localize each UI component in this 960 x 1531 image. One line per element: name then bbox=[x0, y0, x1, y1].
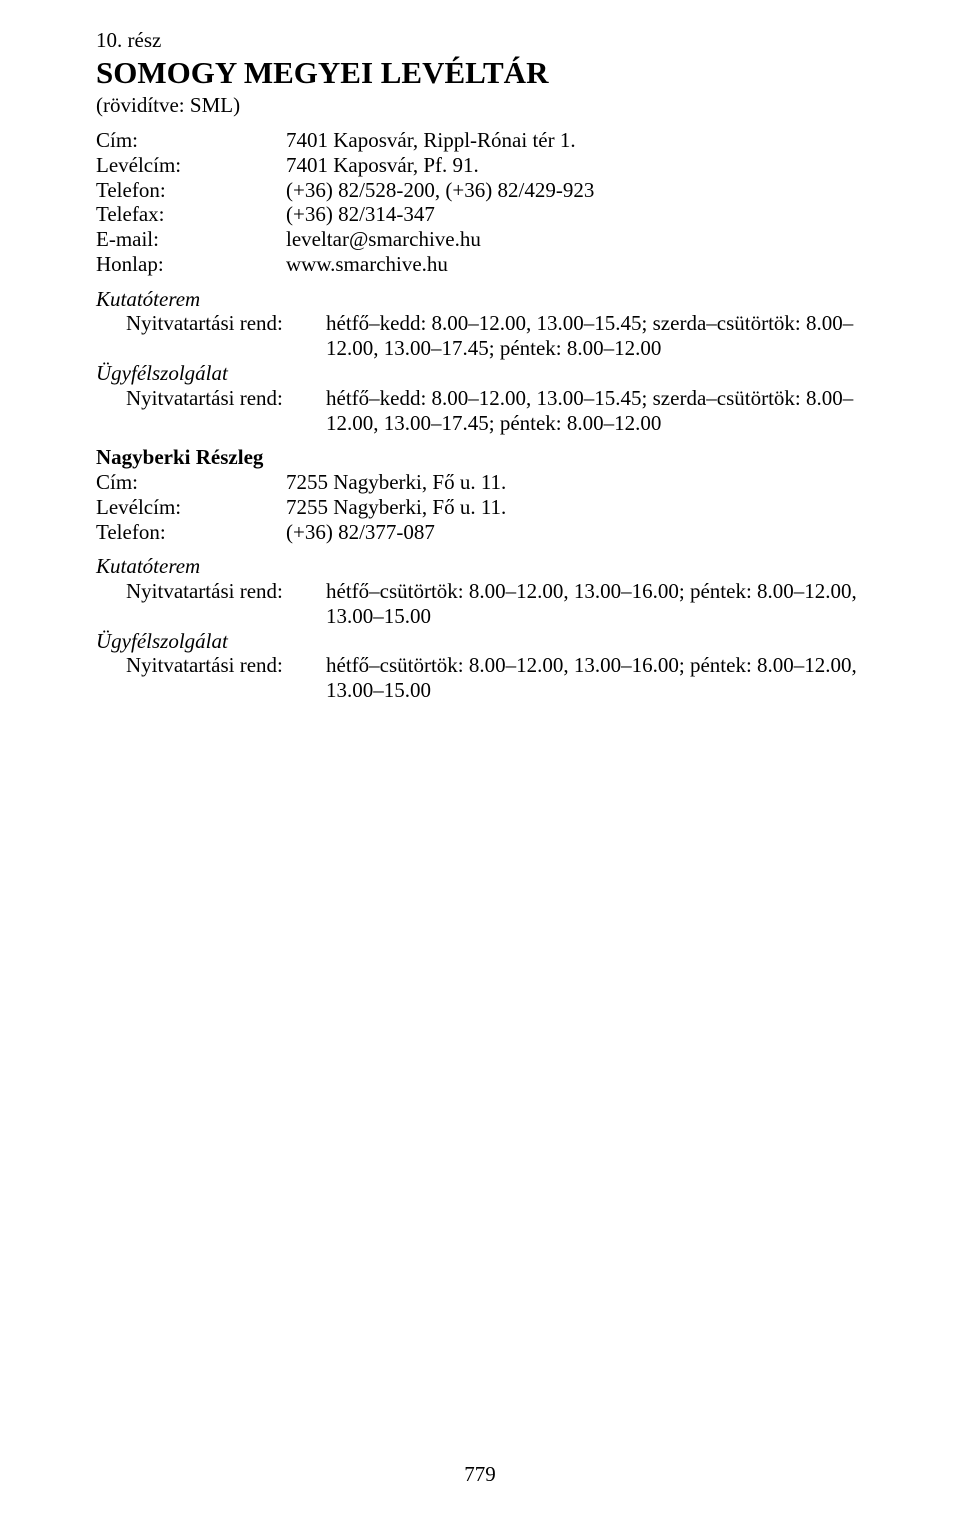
value-telefax: (+36) 82/314-347 bbox=[286, 202, 864, 227]
label-nyitva-1: Nyitvatartási rend: bbox=[126, 311, 326, 336]
label-branch-levelcim: Levélcím: bbox=[96, 495, 286, 520]
document-page: 10. rész SOMOGY MEGYEI LEVÉLTÁR (rövidít… bbox=[0, 0, 960, 1531]
label-telefon: Telefon: bbox=[96, 178, 286, 203]
row-telefax: Telefax: (+36) 82/314-347 bbox=[96, 202, 864, 227]
row-nyitva-4: Nyitvatartási rend: hétfő–csütörtök: 8.0… bbox=[126, 653, 864, 703]
label-branch-telefon: Telefon: bbox=[96, 520, 286, 545]
ugyfel-heading: Ügyfélszolgálat bbox=[96, 361, 864, 386]
row-nyitva-2: Nyitvatartási rend: hétfő–kedd: 8.00–12.… bbox=[126, 386, 864, 436]
value-nyitva-4: hétfő–csütörtök: 8.00–12.00, 13.00–16.00… bbox=[326, 653, 864, 703]
value-branch-levelcim: 7255 Nagyberki, Fő u. 11. bbox=[286, 495, 864, 520]
value-branch-cim: 7255 Nagyberki, Fő u. 11. bbox=[286, 470, 864, 495]
value-telefon: (+36) 82/528-200, (+36) 82/429-923 bbox=[286, 178, 864, 203]
value-cim: 7401 Kaposvár, Rippl-Rónai tér 1. bbox=[286, 128, 864, 153]
value-nyitva-2: hétfő–kedd: 8.00–12.00, 13.00–15.45; sze… bbox=[326, 386, 864, 436]
label-branch-cim: Cím: bbox=[96, 470, 286, 495]
value-nyitva-1: hétfő–kedd: 8.00–12.00, 13.00–15.45; sze… bbox=[326, 311, 864, 361]
org-abbrev: (rövidítve: SML) bbox=[96, 93, 864, 118]
kutatoterem-heading-2: Kutatóterem bbox=[96, 554, 864, 579]
kutatoterem-heading: Kutatóterem bbox=[96, 287, 864, 312]
hours-block-2: Kutatóterem Nyitvatartási rend: hétfő–cs… bbox=[96, 554, 864, 703]
contact-block-main: Cím: 7401 Kaposvár, Rippl-Rónai tér 1. L… bbox=[96, 128, 864, 277]
label-email: E-mail: bbox=[96, 227, 286, 252]
row-honlap: Honlap: www.smarchive.hu bbox=[96, 252, 864, 277]
label-honlap: Honlap: bbox=[96, 252, 286, 277]
label-nyitva-4: Nyitvatartási rend: bbox=[126, 653, 326, 678]
row-email: E-mail: leveltar@smarchive.hu bbox=[96, 227, 864, 252]
label-nyitva-3: Nyitvatartási rend: bbox=[126, 579, 326, 604]
section-number: 10. rész bbox=[96, 28, 864, 53]
ugyfel-heading-2: Ügyfélszolgálat bbox=[96, 629, 864, 654]
row-levelcim: Levélcím: 7401 Kaposvár, Pf. 91. bbox=[96, 153, 864, 178]
row-branch-levelcim: Levélcím: 7255 Nagyberki, Fő u. 11. bbox=[96, 495, 864, 520]
label-levelcim: Levélcím: bbox=[96, 153, 286, 178]
value-branch-telefon: (+36) 82/377-087 bbox=[286, 520, 864, 545]
row-cim: Cím: 7401 Kaposvár, Rippl-Rónai tér 1. bbox=[96, 128, 864, 153]
row-nyitva-1: Nyitvatartási rend: hétfő–kedd: 8.00–12.… bbox=[126, 311, 864, 361]
row-nyitva-3: Nyitvatartási rend: hétfő–csütörtök: 8.0… bbox=[126, 579, 864, 629]
branch-title: Nagyberki Részleg bbox=[96, 445, 864, 470]
row-telefon: Telefon: (+36) 82/528-200, (+36) 82/429-… bbox=[96, 178, 864, 203]
page-number: 779 bbox=[0, 1462, 960, 1487]
label-telefax: Telefax: bbox=[96, 202, 286, 227]
value-levelcim: 7401 Kaposvár, Pf. 91. bbox=[286, 153, 864, 178]
label-cim: Cím: bbox=[96, 128, 286, 153]
document-header: 10. rész SOMOGY MEGYEI LEVÉLTÁR (rövidít… bbox=[96, 28, 864, 118]
value-honlap: www.smarchive.hu bbox=[286, 252, 864, 277]
org-name: SOMOGY MEGYEI LEVÉLTÁR bbox=[96, 55, 864, 92]
value-nyitva-3: hétfő–csütörtök: 8.00–12.00, 13.00–16.00… bbox=[326, 579, 864, 629]
value-email: leveltar@smarchive.hu bbox=[286, 227, 864, 252]
row-branch-telefon: Telefon: (+36) 82/377-087 bbox=[96, 520, 864, 545]
label-nyitva-2: Nyitvatartási rend: bbox=[126, 386, 326, 411]
row-branch-cim: Cím: 7255 Nagyberki, Fő u. 11. bbox=[96, 470, 864, 495]
hours-block-1: Kutatóterem Nyitvatartási rend: hétfő–ke… bbox=[96, 287, 864, 436]
branch-block: Nagyberki Részleg Cím: 7255 Nagyberki, F… bbox=[96, 445, 864, 544]
